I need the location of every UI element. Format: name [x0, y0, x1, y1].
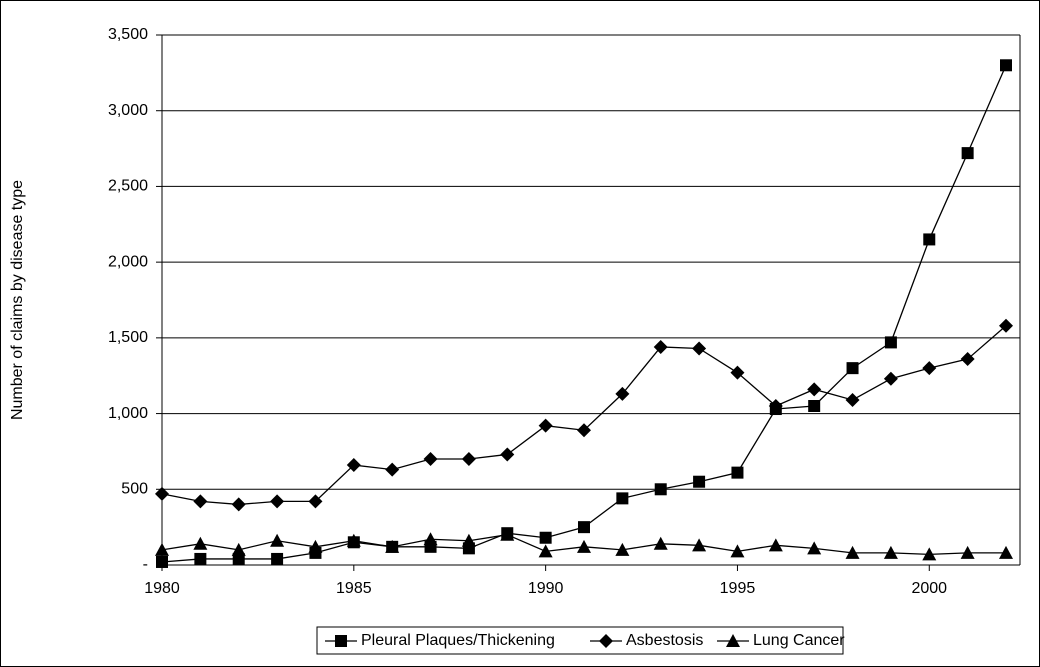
point	[577, 539, 591, 553]
point	[538, 544, 553, 558]
point	[385, 539, 400, 553]
point	[961, 147, 974, 160]
legend-label: Pleural Plaques/Thickening	[361, 632, 555, 649]
point	[884, 336, 897, 349]
point	[615, 542, 630, 556]
point	[461, 533, 476, 547]
point	[423, 532, 438, 546]
legend-marker	[335, 635, 347, 647]
point	[615, 386, 630, 401]
legend-marker	[599, 634, 613, 648]
y-tick-label: 1,500	[108, 329, 148, 346]
point	[231, 497, 246, 512]
point	[692, 538, 707, 552]
point	[808, 400, 821, 412]
point	[193, 494, 208, 509]
point	[577, 423, 591, 438]
point	[194, 552, 207, 565]
point	[922, 361, 937, 376]
point	[730, 544, 745, 558]
point	[500, 447, 515, 462]
point	[270, 533, 285, 547]
legend-label: Asbestosis	[626, 632, 703, 649]
legend-label: Lung Cancer	[753, 632, 845, 649]
point	[539, 531, 552, 544]
point	[308, 494, 323, 509]
point	[768, 538, 783, 552]
point	[922, 547, 937, 561]
point	[999, 318, 1013, 333]
y-axis-label: Number of claims by disease type	[9, 180, 26, 420]
point	[960, 352, 975, 367]
point	[155, 486, 169, 501]
point	[845, 545, 860, 559]
point	[385, 462, 400, 477]
point	[693, 475, 706, 488]
y-tick-label: 3,500	[108, 26, 148, 43]
x-tick-label: 2000	[911, 580, 947, 597]
point	[193, 536, 208, 550]
point	[654, 483, 667, 496]
point	[271, 552, 284, 565]
point	[270, 494, 285, 509]
y-tick-label: 3,000	[108, 102, 148, 119]
point	[155, 542, 169, 556]
point	[883, 371, 898, 386]
x-tick-label: 1985	[336, 580, 372, 597]
legend-marker	[726, 634, 740, 647]
x-tick-label: 1980	[144, 580, 180, 597]
point	[1000, 59, 1012, 72]
point	[846, 362, 859, 375]
point	[923, 233, 936, 246]
x-tick-label: 1990	[528, 580, 564, 597]
point	[999, 545, 1013, 559]
point	[346, 458, 361, 473]
point	[156, 555, 168, 568]
y-tick-label: 2,000	[108, 253, 148, 270]
point	[232, 552, 245, 565]
x-tick-label: 1995	[720, 580, 756, 597]
y-tick-label: 500	[121, 481, 148, 498]
point	[616, 492, 629, 505]
point	[807, 382, 822, 397]
point	[731, 466, 744, 479]
point	[500, 527, 515, 541]
y-tick-label: -	[143, 556, 148, 573]
point	[461, 452, 476, 466]
point	[730, 365, 745, 380]
point	[346, 533, 361, 547]
point	[653, 536, 668, 550]
point	[308, 539, 323, 553]
point	[423, 452, 438, 466]
point	[960, 545, 975, 559]
point	[692, 341, 707, 356]
point	[231, 542, 246, 556]
y-tick-label: 1,000	[108, 405, 148, 422]
point	[653, 339, 668, 354]
point	[538, 418, 553, 433]
point	[883, 545, 898, 559]
legend-box	[316, 626, 844, 655]
point	[807, 541, 822, 555]
point	[578, 521, 590, 534]
point	[845, 392, 860, 407]
y-tick-label: 2,500	[108, 178, 148, 195]
point	[768, 399, 783, 413]
